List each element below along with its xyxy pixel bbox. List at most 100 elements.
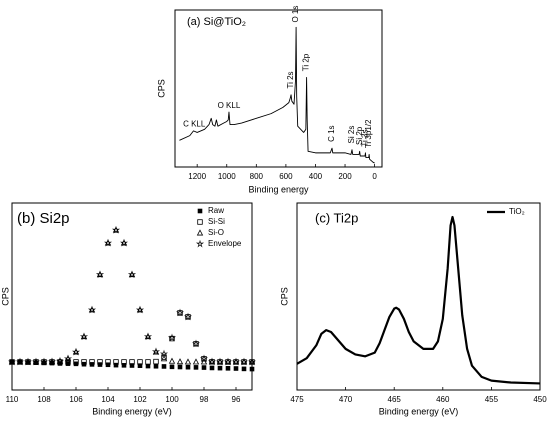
- x-tick-label: 0: [372, 172, 377, 181]
- marker: [209, 365, 215, 371]
- x-tick-label: 465: [388, 395, 402, 404]
- marker: [55, 356, 65, 365]
- marker: [112, 226, 120, 233]
- marker: [39, 357, 49, 366]
- marker: [16, 358, 24, 365]
- marker: [57, 359, 63, 365]
- marker: [25, 360, 31, 365]
- panel-title: (a) Si@TiO₂: [187, 16, 246, 28]
- marker: [231, 357, 241, 366]
- marker: [232, 358, 240, 365]
- x-tick-label: 460: [436, 395, 450, 404]
- marker: [192, 358, 200, 365]
- marker: [23, 357, 33, 366]
- marker: [79, 332, 89, 341]
- marker: [153, 358, 159, 365]
- y-axis-label: CPS: [0, 287, 10, 306]
- marker: [225, 366, 231, 371]
- marker: [176, 358, 184, 365]
- peak-label: Si 2p: [355, 126, 364, 145]
- panel-title: (c) Ti2p: [315, 210, 358, 225]
- marker: [88, 306, 96, 313]
- marker: [168, 357, 176, 364]
- marker: [239, 357, 249, 366]
- marker: [197, 208, 203, 214]
- marker: [72, 348, 80, 355]
- peak-label: Ti 2p: [302, 53, 311, 71]
- marker: [121, 363, 127, 368]
- marker: [207, 357, 217, 366]
- plot-frame: [174, 9, 383, 168]
- marker: [195, 239, 205, 248]
- marker: [120, 239, 128, 246]
- marker: [247, 357, 257, 366]
- marker: [233, 366, 239, 371]
- marker: [65, 361, 71, 366]
- marker: [127, 270, 137, 279]
- marker: [104, 239, 112, 246]
- peak-label: Ti 2s: [286, 71, 295, 88]
- marker: [249, 366, 255, 372]
- peak-label: Ti 3p1/2: [364, 119, 373, 148]
- marker: [217, 365, 223, 371]
- marker: [71, 347, 81, 356]
- marker: [185, 364, 191, 370]
- legend-label: Envelope: [208, 239, 242, 248]
- panel-title: (b) Si2p: [17, 210, 70, 227]
- marker: [96, 270, 104, 278]
- marker: [184, 358, 192, 365]
- legend-label: Si-Si: [208, 217, 225, 226]
- marker: [73, 361, 79, 367]
- legend-label: Raw: [208, 206, 224, 215]
- marker: [153, 363, 159, 369]
- marker: [201, 365, 207, 370]
- x-tick-label: 1200: [188, 172, 206, 181]
- marker: [137, 359, 143, 365]
- marker: [169, 335, 175, 342]
- x-tick-label: 100: [165, 395, 179, 404]
- peak-label: O 1s: [291, 6, 300, 23]
- marker: [56, 357, 64, 364]
- marker: [151, 347, 161, 356]
- peak-label: C KLL: [183, 120, 206, 129]
- marker: [129, 359, 135, 365]
- legend-label: TiO₂: [509, 207, 525, 216]
- x-tick-label: 800: [250, 172, 264, 181]
- x-tick-label: 475: [290, 395, 304, 404]
- x-tick-label: 600: [279, 172, 293, 181]
- marker: [31, 357, 41, 366]
- marker: [200, 358, 208, 365]
- marker: [143, 332, 153, 341]
- marker: [145, 359, 151, 365]
- marker: [193, 365, 199, 370]
- x-tick-label: 200: [338, 172, 352, 181]
- spectrum-line: [179, 26, 375, 164]
- marker: [15, 357, 25, 366]
- x-tick-label: 110: [6, 395, 19, 404]
- marker: [24, 358, 32, 365]
- x-tick-label: 1000: [218, 172, 236, 181]
- marker: [137, 363, 143, 368]
- y-axis-label: CPS: [279, 287, 289, 306]
- marker: [161, 364, 167, 369]
- marker: [97, 359, 103, 365]
- marker: [48, 358, 56, 365]
- marker: [177, 364, 183, 370]
- marker: [40, 358, 48, 365]
- marker: [241, 366, 247, 372]
- marker: [175, 308, 185, 317]
- marker: [9, 359, 15, 365]
- marker: [95, 270, 105, 279]
- marker: [191, 339, 201, 348]
- marker: [17, 359, 23, 365]
- plot-frame: [11, 202, 253, 391]
- marker: [119, 238, 129, 247]
- marker: [47, 357, 57, 366]
- x-tick-label: 470: [339, 395, 353, 404]
- marker: [103, 238, 113, 247]
- y-axis-label: CPS: [156, 79, 166, 98]
- marker: [169, 364, 175, 370]
- marker: [136, 306, 144, 313]
- peak-label: O KLL: [218, 101, 241, 110]
